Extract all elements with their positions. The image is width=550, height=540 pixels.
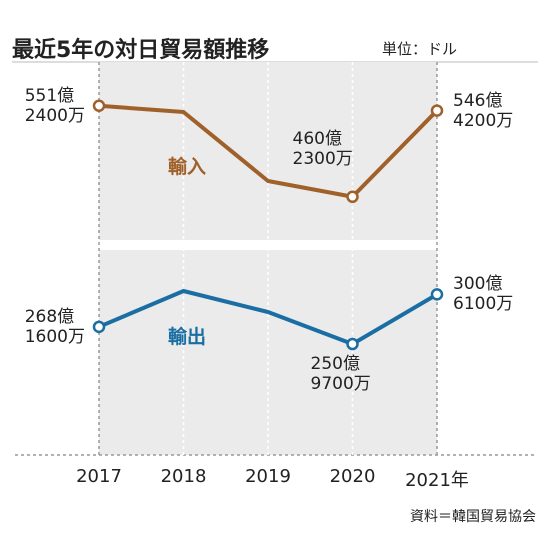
point [92, 320, 106, 334]
source: 資料＝韓国貿易協会 [410, 509, 536, 525]
x-tick-label: 2021年 [405, 470, 469, 491]
point [346, 190, 359, 204]
point [346, 337, 359, 351]
point [430, 104, 444, 117]
subtitle: 単位：ドル [382, 40, 458, 58]
chart-title: 最近5年の対日貿易額推移 [12, 38, 270, 63]
x-tick-label: 2019 [245, 466, 291, 487]
data-label: 460億 2300万 [292, 128, 353, 169]
point [430, 288, 444, 301]
x-tick-label: 2020 [329, 466, 376, 487]
data-label: 250億 9700万 [310, 354, 371, 395]
data-label: 551億 2400万 [24, 85, 85, 126]
x-tick-label: 2017 [76, 466, 122, 487]
data-label: 546億 4200万 [453, 90, 514, 131]
data-label: 300億 6100万 [453, 274, 514, 315]
x-tick-label: 2018 [160, 466, 207, 487]
line [98, 103, 439, 199]
panel [99, 62, 437, 240]
series-name: 輸出 [167, 326, 207, 348]
data-label: 268億 1600万 [24, 306, 85, 347]
series-name: 輸入 [167, 156, 207, 178]
point [92, 99, 106, 113]
line [98, 289, 439, 347]
